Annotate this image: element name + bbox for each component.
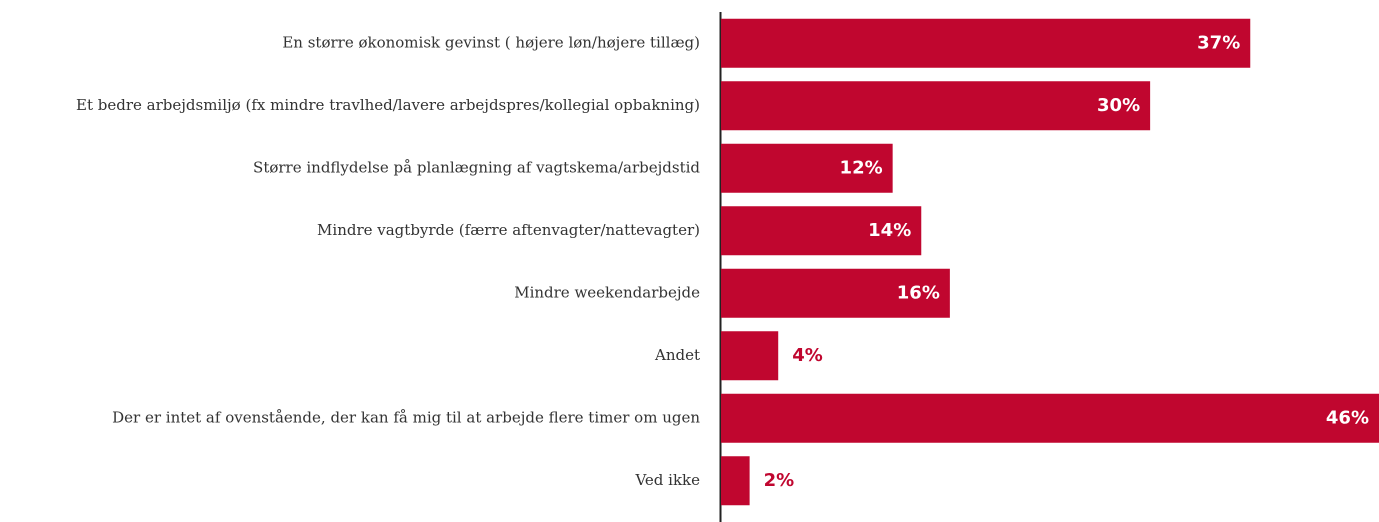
y-tick-label: Et bedre arbejdsmiljø (fx mindre travlhe… — [76, 96, 700, 114]
y-tick-label: Ved ikke — [634, 471, 700, 489]
bar — [721, 81, 1151, 131]
data-label: 37% — [1197, 32, 1240, 53]
y-tick-label: En større økonomisk gevinst ( højere løn… — [282, 33, 700, 51]
y-tick-label: Mindre vagtbyrde (færre aftenvagter/natt… — [317, 221, 700, 239]
bar — [721, 331, 779, 381]
data-label: 14% — [868, 220, 911, 241]
bar — [721, 18, 1251, 68]
bar — [721, 393, 1379, 443]
bar — [721, 456, 750, 506]
data-label: 16% — [897, 282, 940, 303]
y-tick-label: Mindre weekendarbejde — [514, 283, 700, 301]
bar — [721, 206, 922, 256]
bar — [721, 143, 893, 193]
y-tick-label: Andet — [654, 346, 700, 364]
data-label: 2% — [764, 470, 795, 491]
data-label: 4% — [792, 345, 823, 366]
bar — [721, 268, 950, 318]
data-label: 46% — [1326, 407, 1369, 428]
data-label: 30% — [1097, 95, 1140, 116]
data-label: 12% — [840, 157, 883, 178]
y-tick-label: Der er intet af ovenstående, der kan få … — [112, 408, 700, 426]
y-tick-label: Større indflydelse på planlægning af vag… — [253, 158, 700, 176]
